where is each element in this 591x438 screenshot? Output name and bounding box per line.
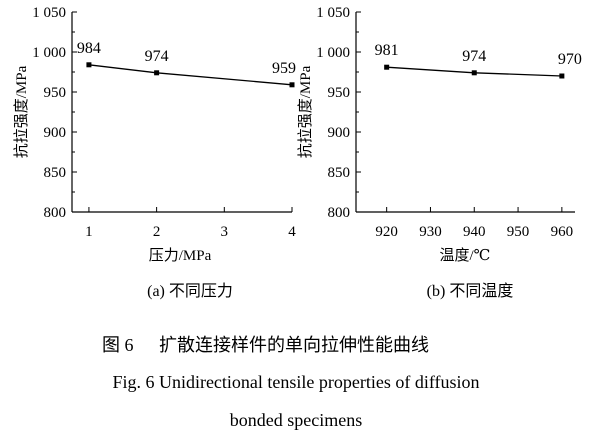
data-point-marker: [559, 73, 565, 79]
x-axis-title: 压力/MPa: [149, 247, 212, 264]
x-tick-label: 930: [419, 224, 442, 240]
y-tick-label: 950: [44, 85, 67, 101]
y-tick-label: 950: [328, 85, 351, 101]
x-tick-label: 920: [375, 224, 398, 240]
chart-panel-b: 800 850 900 950 1 000 1 050 920 930 940 950 960 温度/…: [297, 5, 582, 300]
data-label: 959: [272, 60, 296, 77]
figure-caption-en-line1: Fig. 6 Unidirectional tensile properties…: [112, 372, 479, 392]
panel-caption: (b) 不同温度: [427, 282, 514, 300]
y-tick-label: 1 050: [316, 5, 350, 21]
x-tick-label: 960: [551, 224, 574, 240]
x-tick-label: 2: [153, 224, 161, 240]
data-point-marker: [471, 70, 477, 76]
x-tick-label: 1: [85, 224, 93, 240]
y-tick-label: 1 000: [316, 45, 350, 61]
chart-panel-a: 800 850 900 950 1 000 1 050 1 2 3 4 压力/MPa 抗拉强度/MPa…: [13, 5, 296, 300]
data-label: 981: [375, 42, 399, 59]
x-tick-label: 3: [221, 224, 229, 240]
y-tick-label: 900: [44, 125, 67, 141]
x-tick-label: 950: [507, 224, 530, 240]
series-line: [88, 64, 293, 86]
data-point-marker: [86, 62, 92, 68]
y-tick-label: 900: [328, 125, 351, 141]
y-tick-label: 800: [44, 205, 67, 221]
figure-caption-cn-text: 扩散连接样件的单向拉伸性能曲线: [159, 335, 429, 355]
x-tick-label: 940: [463, 224, 486, 240]
panel-caption: (a) 不同压力: [147, 282, 233, 300]
x-axis-title: 温度/℃: [440, 247, 491, 264]
data-point-marker: [154, 70, 160, 76]
y-tick-label: 1 050: [32, 5, 66, 21]
data-point-marker: [384, 64, 390, 70]
y-tick-label: 850: [44, 165, 67, 181]
y-tick-label: 800: [328, 205, 351, 221]
y-axis-title: 抗拉强度/MPa: [297, 65, 314, 158]
data-label: 970: [558, 51, 582, 68]
data-label: 974: [462, 48, 486, 65]
data-point-marker: [289, 82, 295, 88]
figure-caption-en-line2: bonded specimens: [230, 410, 362, 430]
data-label: 974: [145, 48, 169, 65]
y-tick-label: 850: [328, 165, 351, 181]
y-tick-label: 1 000: [32, 45, 66, 61]
x-tick-label: 4: [288, 224, 296, 240]
data-label: 984: [77, 40, 101, 57]
y-axis-title: 抗拉强度/MPa: [13, 65, 30, 158]
figure-caption-cn-number: 图 6: [102, 335, 134, 355]
